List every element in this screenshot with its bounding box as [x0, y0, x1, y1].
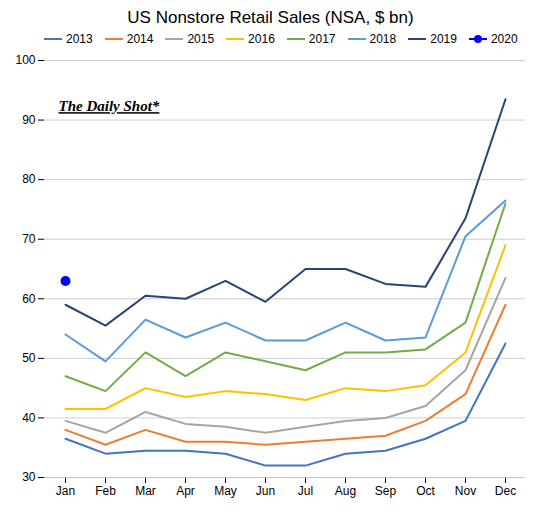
html-text:2016: 2016 [248, 32, 275, 46]
svg-text:Dec: Dec [495, 484, 516, 498]
html-text:2013: 2013 [66, 32, 93, 46]
svg-text:Aug: Aug [335, 484, 356, 498]
svg-text:Jan: Jan [56, 484, 75, 498]
svg-text:Apr: Apr [176, 484, 195, 498]
svg-text:Sep: Sep [375, 484, 397, 498]
svg-text:The Daily Shot*: The Daily Shot* [59, 98, 160, 114]
svg-text:90: 90 [22, 113, 36, 127]
html-text:US Nonstore Retail Sales (NSA,: US Nonstore Retail Sales (NSA, $ bn) [127, 8, 414, 27]
html-text:2020: 2020 [490, 32, 518, 46]
svg-text:Jun: Jun [256, 484, 275, 498]
html-text:2019: 2019 [430, 32, 457, 46]
svg-text:Jul: Jul [298, 484, 313, 498]
svg-text:May: May [214, 484, 237, 498]
html-text:2017: 2017 [308, 32, 336, 46]
html-text:2015: 2015 [187, 32, 215, 46]
svg-text:50: 50 [22, 351, 36, 365]
svg-text:60: 60 [22, 292, 36, 306]
svg-text:100: 100 [15, 53, 35, 67]
svg-text:70: 70 [22, 232, 36, 246]
svg-text:Mar: Mar [135, 484, 156, 498]
svg-text:Oct: Oct [416, 484, 435, 498]
svg-text:80: 80 [22, 172, 36, 186]
svg-text:Nov: Nov [455, 484, 476, 498]
svg-text:30: 30 [22, 470, 36, 484]
html-text:2018: 2018 [369, 32, 397, 46]
html-text:2014: 2014 [126, 32, 154, 46]
svg-text:40: 40 [22, 411, 36, 425]
svg-text:Feb: Feb [95, 484, 116, 498]
